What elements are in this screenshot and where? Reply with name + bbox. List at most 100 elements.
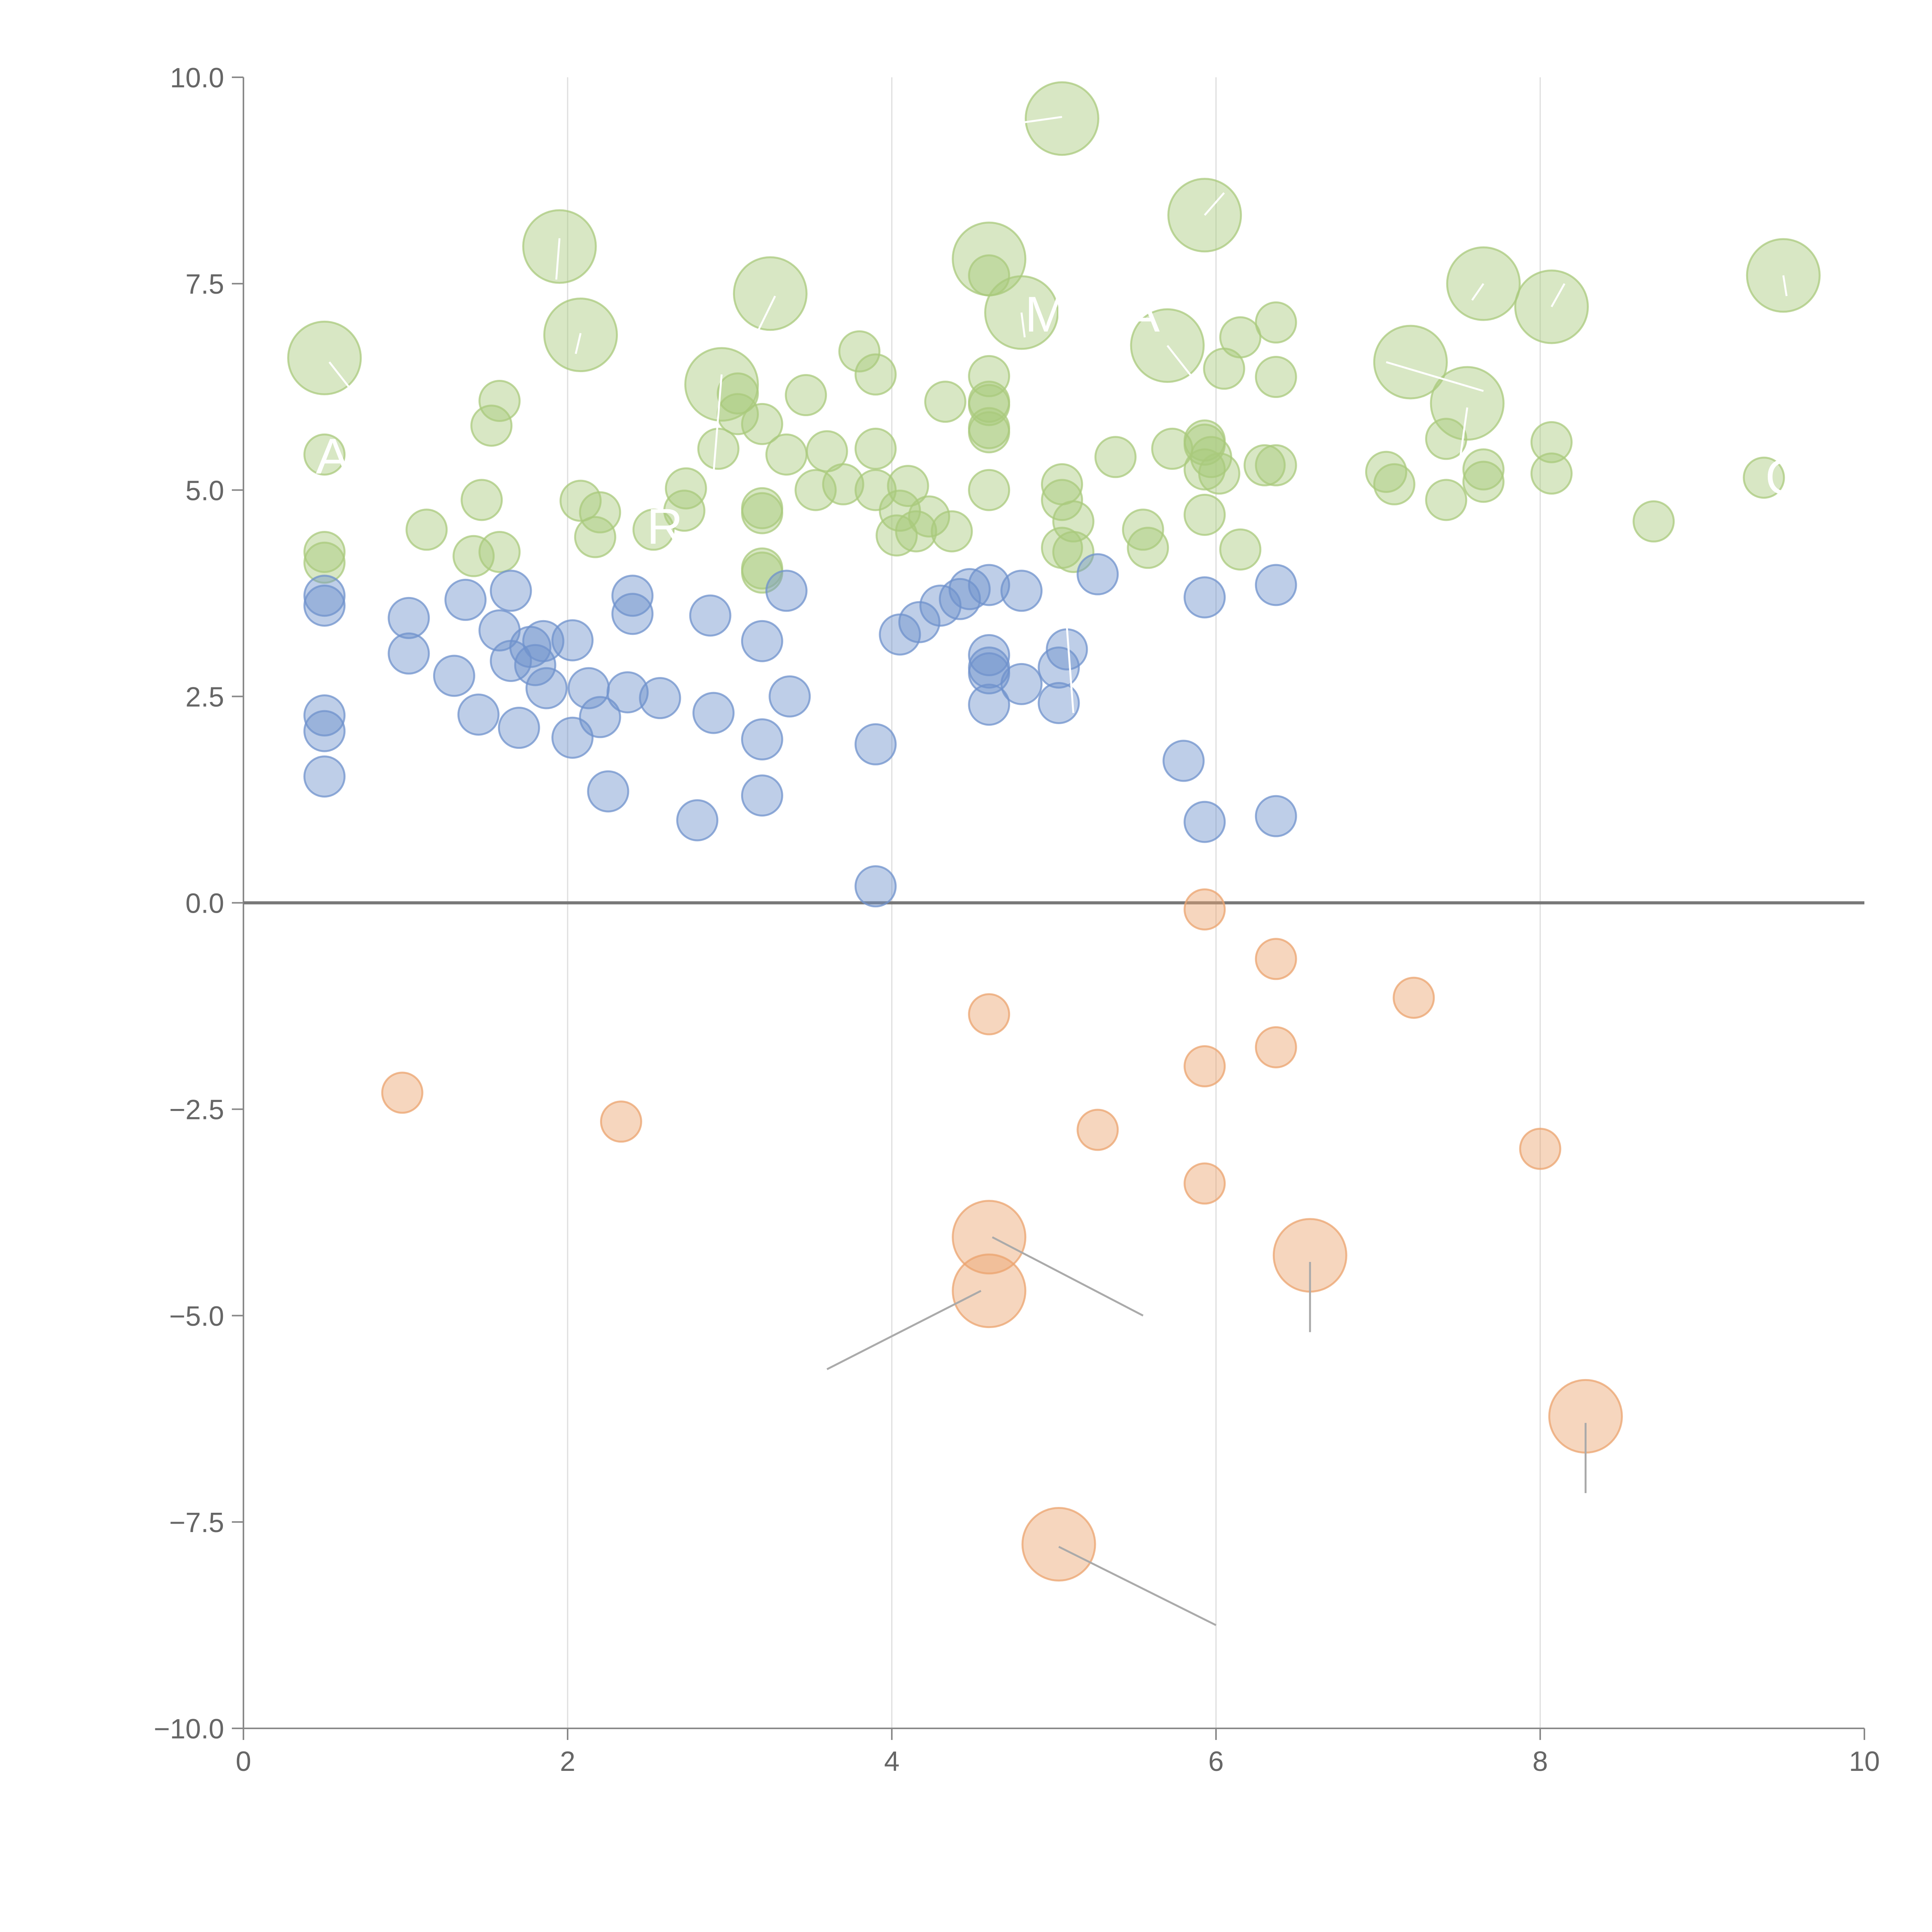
leader-line [1386, 361, 1484, 392]
data-point-blue [769, 675, 811, 718]
data-point-green [1219, 316, 1262, 359]
data-point-blue [433, 655, 475, 697]
x-tick-label: 4 [884, 1746, 900, 1777]
x-tick-label: 6 [1208, 1746, 1224, 1777]
leader-line [758, 296, 776, 330]
data-point-green [1462, 461, 1505, 503]
data-point-blue [303, 584, 346, 627]
data-point-green [1041, 479, 1083, 521]
data-point-green [470, 405, 513, 447]
leader-line [1204, 192, 1225, 216]
y-tick-label: 0.0 [185, 888, 224, 919]
data-point-green [1530, 421, 1573, 463]
leader-line [328, 361, 350, 388]
data-point-green [1425, 418, 1468, 460]
data-point-blue [1037, 682, 1080, 724]
data-point-orange [952, 1200, 1027, 1275]
data-point-blue [303, 694, 346, 737]
data-point-blue [692, 692, 735, 734]
y-tick-label: −2.5 [169, 1095, 224, 1126]
leader-line [1551, 283, 1566, 308]
data-point-blue [689, 594, 731, 637]
point-label: R [647, 498, 683, 554]
data-point-blue [1255, 564, 1297, 606]
data-point-green [1462, 448, 1505, 491]
y-tick-label: 10.0 [170, 63, 224, 94]
point-label: A [316, 428, 349, 485]
leader-line [992, 1236, 1144, 1316]
data-point-blue [639, 677, 681, 719]
data-point-orange [1184, 888, 1226, 931]
data-point-green [1094, 436, 1137, 478]
leader-line [1167, 345, 1201, 388]
data-point-orange [1519, 1128, 1561, 1170]
data-point-green [1052, 500, 1095, 543]
data-point-blue [303, 575, 346, 617]
data-point-green [1255, 444, 1297, 486]
data-point-blue [741, 774, 783, 817]
y-tick-label: 7.5 [185, 269, 224, 300]
data-point-green [765, 433, 808, 476]
data-point-green [733, 256, 808, 331]
leader-line [1020, 312, 1026, 338]
data-point-green [1184, 448, 1226, 491]
data-point-green [1373, 325, 1448, 400]
data-point-orange [1184, 1162, 1226, 1205]
data-point-green [838, 330, 881, 372]
data-point-blue [303, 755, 346, 798]
data-point-green [924, 381, 966, 423]
data-point-green [1127, 527, 1169, 569]
data-point-blue [498, 707, 540, 749]
data-point-blue [551, 619, 594, 662]
data-point-green [579, 491, 621, 534]
data-point-green [822, 463, 864, 505]
data-point-blue [1162, 740, 1205, 782]
data-point-blue [388, 597, 430, 639]
data-point-green [303, 531, 346, 573]
data-point-green [968, 355, 1010, 397]
label-layer: A R M A C [316, 286, 1801, 554]
leader-line [575, 333, 582, 354]
data-point-green [663, 490, 706, 532]
data-point-green [1052, 531, 1095, 573]
data-point-blue [525, 667, 568, 709]
data-point-blue [898, 601, 940, 643]
leader-line [555, 238, 561, 280]
point-label: A [1126, 286, 1160, 342]
data-point-blue [741, 718, 783, 760]
point-label: C [1765, 449, 1801, 505]
data-point-blue [854, 723, 897, 765]
data-point-green [1255, 356, 1297, 398]
leader-layer [328, 116, 1788, 1626]
data-point-green [854, 353, 897, 396]
axis-layer: 10.0 7.5 5.0 2.5 0.0 −2.5 −5.0 −7.5 −10.0 0 2 4 6 8 10 [154, 63, 1880, 1777]
data-point-blue [1184, 801, 1226, 843]
leader-line [1021, 116, 1062, 124]
data-point-green [1365, 451, 1407, 493]
data-point-blue [1077, 553, 1119, 595]
data-point-blue [676, 799, 719, 842]
data-point-green [1743, 456, 1785, 499]
x-tick-label: 2 [560, 1746, 575, 1777]
data-point-blue [514, 644, 556, 686]
data-point-green [930, 510, 973, 553]
data-point-green [560, 480, 602, 522]
y-tick-label: 5.0 [185, 475, 224, 506]
data-point-blue [606, 671, 649, 714]
data-point-green [303, 433, 346, 476]
data-point-green [1219, 528, 1262, 571]
data-point-blue [522, 620, 565, 662]
data-point-green [1024, 81, 1099, 156]
point-label: M [1025, 286, 1066, 342]
data-point-blue [741, 620, 783, 662]
data-point-green [1425, 479, 1468, 521]
data-point-blue [854, 865, 897, 908]
x-tick-label: 10 [1849, 1746, 1880, 1777]
data-point-green [1122, 509, 1164, 551]
data-point-green [1184, 493, 1226, 536]
data-point-orange [1255, 1026, 1297, 1068]
data-point-blue [388, 632, 430, 675]
data-point-orange [952, 1253, 1027, 1328]
data-point-blue [1184, 576, 1226, 619]
